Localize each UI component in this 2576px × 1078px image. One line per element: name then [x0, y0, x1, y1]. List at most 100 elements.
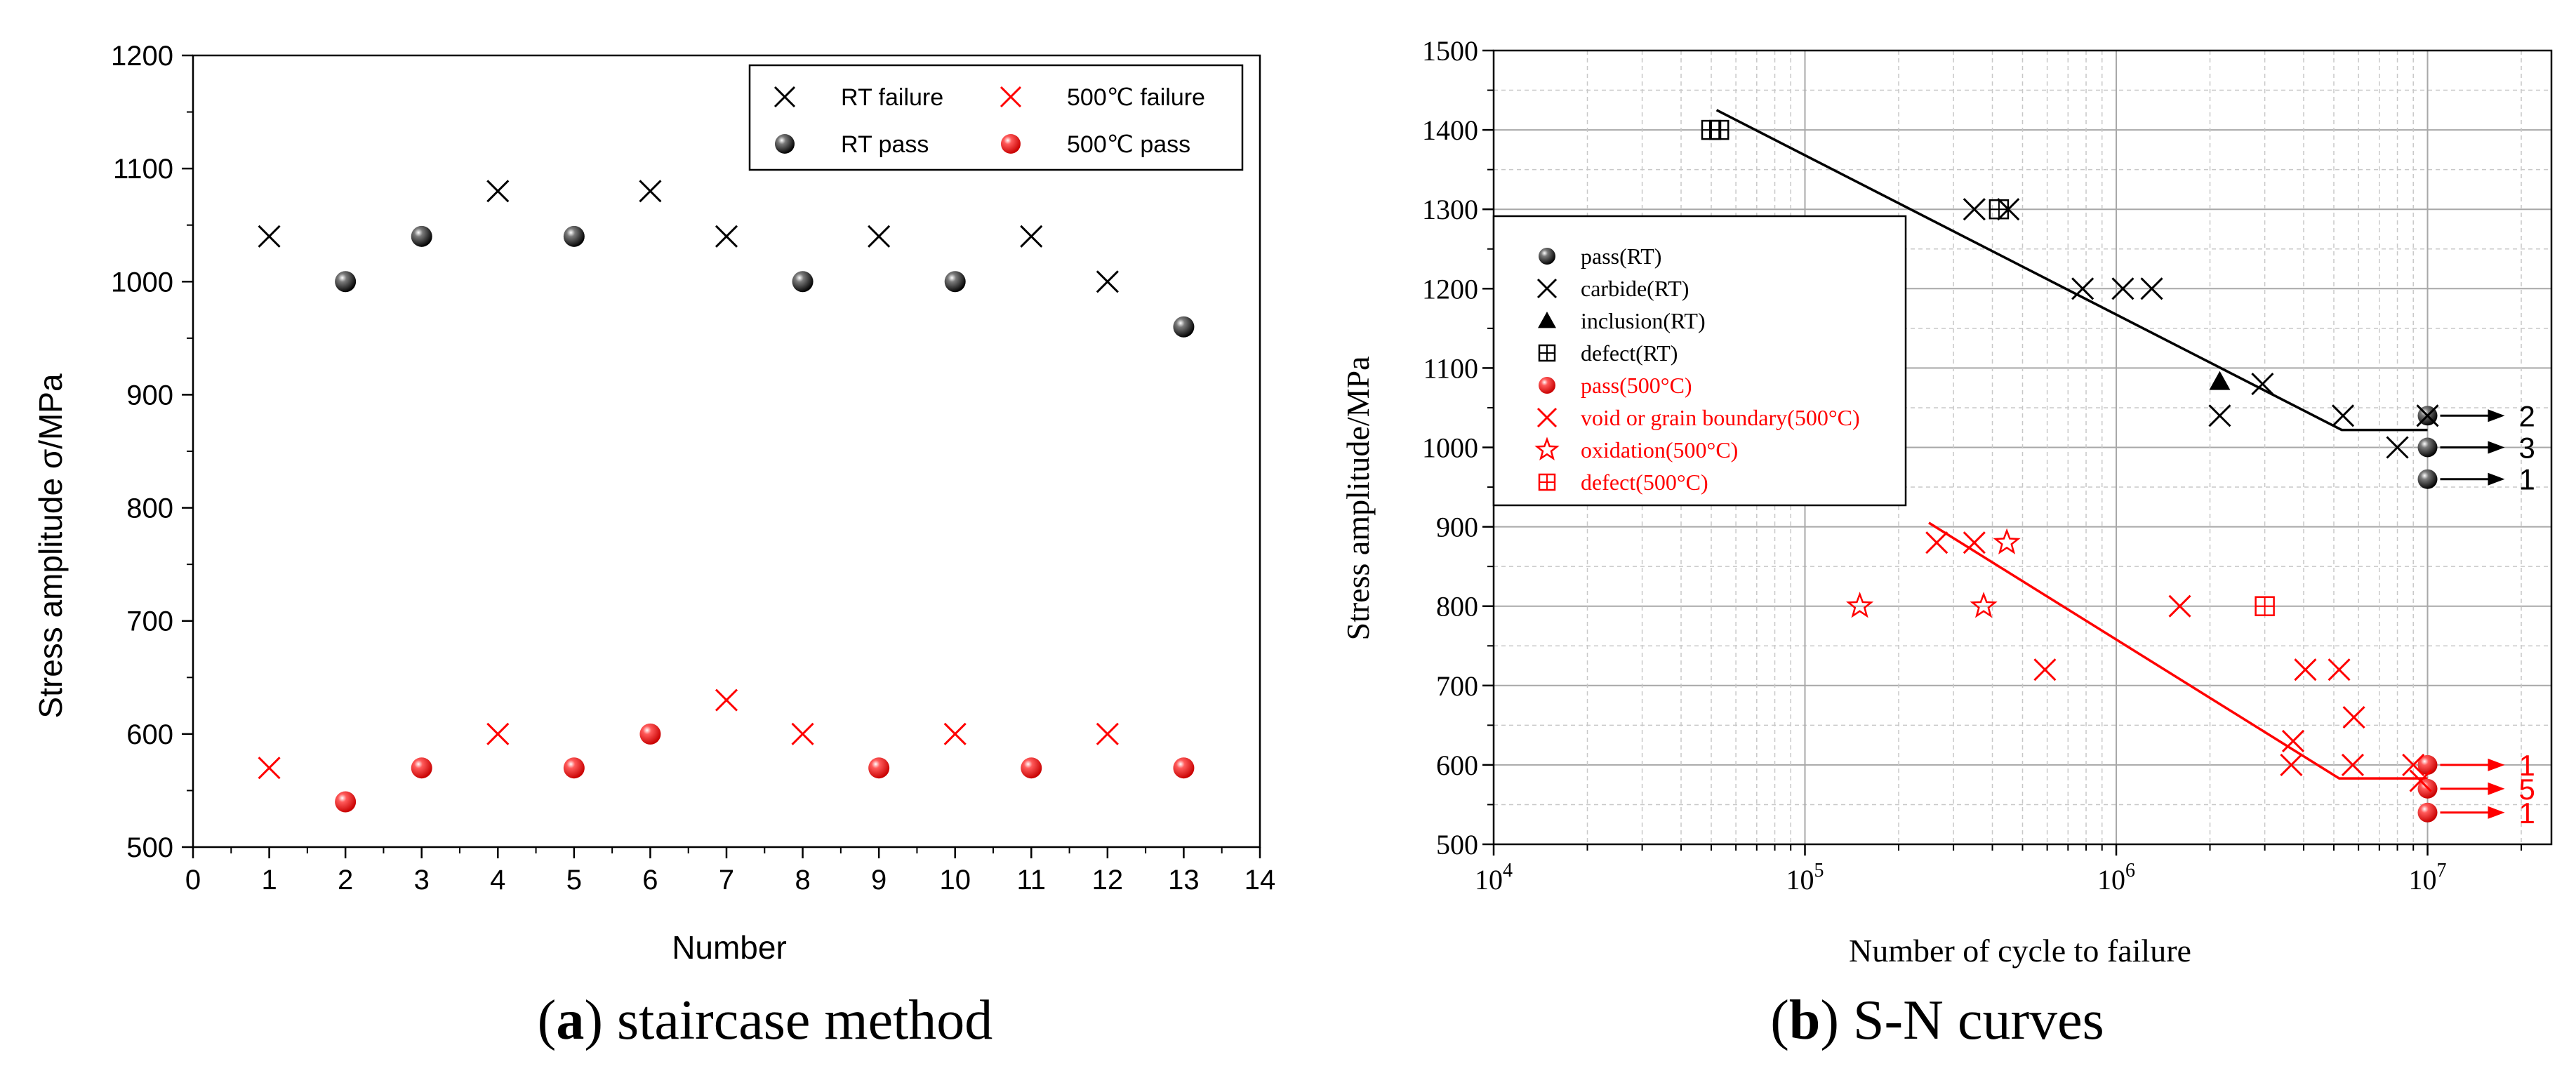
panel-b-legend-marker-pass-rt	[1539, 248, 1555, 265]
panel-b-point-carbide-rt	[2208, 404, 2231, 427]
panel-b-fit-line-0	[1715, 109, 2428, 432]
panel-a-ytick-label: 600	[126, 719, 173, 750]
panel-b-point-void-or-grain-boundary-500-c	[2281, 729, 2305, 753]
panel-b-point-void-or-grain-boundary-500-c	[2294, 658, 2317, 681]
panel-a-point-500-failure	[715, 688, 738, 712]
panel-a-ytick-label: 1200	[111, 41, 173, 72]
panel-b-point-oxidation-500-c	[1970, 592, 1998, 618]
panel-b-point-pass-rt	[2417, 469, 2438, 489]
panel-a-axes	[192, 54, 1261, 849]
panel-b-xtick-label: 105	[1786, 860, 1824, 896]
panel-b-runout-arrow	[2440, 758, 2505, 771]
panel-a-point-rt-pass	[335, 271, 357, 293]
panel-a-xtick-label: 1	[261, 865, 277, 896]
panel-a-xtick-label: 10	[939, 865, 971, 896]
panel-a-point-rt-failure	[868, 225, 891, 248]
panel-a-xtick-label: 13	[1168, 865, 1200, 896]
panel-b-runout-count: 1	[2519, 749, 2535, 782]
panel-a-point-rt-failure	[639, 180, 662, 203]
panel-b-point-void-or-grain-boundary-500-c	[1925, 531, 1948, 554]
panel-b-point-carbide-rt	[2386, 436, 2409, 459]
panel-b-point-void-or-grain-boundary-500-c	[2342, 705, 2365, 729]
panel-b-xtick-label: 107	[2409, 860, 2447, 896]
panel-b-fit-lines	[1715, 109, 2428, 780]
panel-b-ytick-label: 1400	[1422, 114, 1478, 146]
panel-a-xtick-label: 3	[414, 865, 430, 896]
panel-a-xtick-label: 5	[566, 865, 582, 896]
panel-a-point-500-failure	[943, 722, 967, 745]
panel-b-runout-arrow	[2440, 782, 2505, 795]
panel-a-point-rt-failure	[1020, 225, 1043, 248]
panel-b-point-carbide-rt	[2140, 277, 2163, 300]
panel-b-fit-line-1	[1928, 521, 2428, 780]
panel-a-ticks: 0 1 2 3 4 5 6 7 8 9 10 11 12 13 1450060070080090010001…	[111, 41, 1275, 896]
panel-b-point-pass-rt	[2417, 437, 2438, 458]
panel-b-legend-label-defect-rt: defect(RT)	[1581, 340, 1678, 366]
panel-b-legend-label-inclusion-rt: inclusion(RT)	[1581, 308, 1706, 333]
panel-a-ylabel: Stress amplitude σ/MPa	[32, 373, 69, 719]
panel-a-point-rt-failure	[486, 180, 510, 203]
panel-a-ytick-label: 800	[126, 493, 173, 524]
panel-a-legend-marker-500-failure	[1000, 86, 1022, 108]
panel-a-point-500-failure	[791, 722, 814, 745]
panel-b-point-void-or-grain-boundary-500-c	[2402, 753, 2425, 776]
panel-b-runout-arrow	[2440, 409, 2505, 422]
panel-a-caption: (a) staircase method	[538, 990, 993, 1051]
panel-a-ytick-label: 1000	[111, 267, 173, 298]
panel-a-point-500-failure	[258, 757, 281, 780]
panel-b-xtick-label: 106	[2097, 860, 2135, 896]
panel-b-legend-marker-carbide-rt	[1536, 278, 1558, 299]
panel-b-runout-arrow	[2440, 806, 2505, 819]
panel-b-legend-label-pass-rt: pass(RT)	[1581, 244, 1661, 269]
panel-b-point-oxidation-500-c	[1846, 592, 1874, 618]
panel-b-point-defect-500-c	[2255, 596, 2275, 616]
panel-b-legend-box	[1492, 215, 1907, 507]
panel-a-point-500-pass	[563, 757, 585, 779]
panel-a-legend-box	[748, 64, 1244, 171]
panel-b-legend-label-carbide-rt: carbide(RT)	[1581, 276, 1689, 301]
panel-a-legend-label-rt-failure: RT failure	[841, 84, 943, 111]
panel-a-xtick-label: 6	[642, 865, 658, 896]
panel-b-point-void-or-grain-boundary-500-c	[2341, 753, 2364, 776]
panel-a-legend-label-500-pass: 500℃ pass	[1067, 131, 1190, 158]
panel-a-point-rt-pass	[944, 271, 966, 293]
panel-b-runout-count: 1	[2519, 463, 2535, 496]
panel-b-legend: pass(RT) carbide(RT) inclusion(RT) defect(R…	[1492, 215, 1907, 507]
panel-b-ytick-label: 600	[1436, 750, 1478, 781]
panel-a-point-rt-pass	[411, 225, 432, 247]
panel-b-point-carbide-rt	[2111, 277, 2135, 300]
panel-b-point-inclusion-rt	[2209, 371, 2231, 390]
panel-a-staircase-chart: 0 1 2 3 4 5 6 7 8 9 10 11 12 13 1450060070080090010001…	[32, 41, 1275, 966]
panel-b-point-carbide-rt	[2331, 404, 2355, 427]
panel-b-point-oxidation-500-c	[1993, 528, 2021, 554]
panel-b-runout-arrow	[2440, 441, 2505, 454]
panel-b-xlabel: Number of cycle to failure	[1849, 933, 2191, 969]
panel-b-ytick-label: 1200	[1422, 273, 1478, 305]
panel-b-point-carbide-rt	[2416, 404, 2439, 427]
panel-a-ytick-label: 1100	[113, 154, 173, 185]
panel-b-point-carbide-rt	[2071, 277, 2094, 300]
panel-b-runout-count: 3	[2519, 432, 2535, 465]
panel-b-legend-marker-oxidation-500-c	[1534, 437, 1560, 460]
panel-a-plot-frame	[192, 54, 1261, 849]
panel-b-point-defect-rt	[1989, 199, 2010, 220]
panel-b-ytick-label: 1000	[1422, 432, 1478, 464]
panel-a-point-500-failure	[486, 722, 510, 745]
panel-b-ylabel: Stress amplitude/MPa	[1340, 356, 1376, 640]
panel-a-marks	[258, 180, 1195, 813]
panel-b-marks	[1701, 119, 2439, 823]
panel-b-legend-marker-defect-rt	[1538, 344, 1556, 362]
panel-a-point-500-pass	[639, 723, 661, 745]
panel-a-point-500-pass	[335, 791, 357, 813]
panel-b-legend-marker-void-or-grain-boundary-500-c	[1536, 407, 1558, 428]
panel-a-ytick-label: 700	[126, 606, 173, 637]
panel-a-xtick-label: 0	[185, 865, 201, 896]
panel-b-legend-label-void-or-grain-boundary-500-c: void or grain boundary(500°C)	[1581, 405, 1860, 430]
panel-b-runout-count: 1	[2519, 797, 2535, 830]
panel-a-point-500-pass	[868, 757, 890, 779]
panel-a-ytick-label: 900	[126, 380, 173, 411]
panel-b-ytick-label: 1100	[1423, 352, 1478, 384]
panel-b-point-void-or-grain-boundary-500-c	[2328, 658, 2351, 681]
panel-b-ytick-label: 700	[1436, 670, 1478, 702]
